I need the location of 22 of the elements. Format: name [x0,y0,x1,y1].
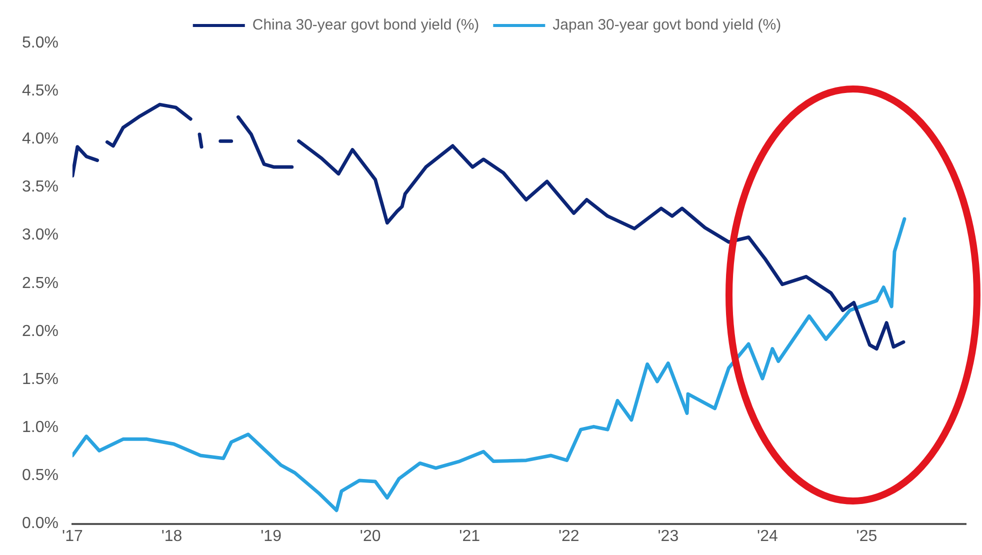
x-tick-label: '24 [757,528,778,545]
x-tick-label: '21 [459,528,480,545]
y-tick-label: 0.5% [22,467,58,484]
x-tick-label: '22 [558,528,580,545]
x-tick-label: '17 [62,528,83,545]
legend-label: China 30-year govt bond yield (%) [252,16,480,34]
legend-label: Japan 30-year govt bond yield (%) [552,16,782,34]
x-tick-label: '23 [658,528,679,545]
y-tick-label: 2.0% [22,322,58,340]
y-tick-label: 1.5% [22,370,58,388]
y-tick-label: 5.0% [22,34,58,52]
y-tick-label: 1.0% [22,419,58,436]
y-tick-label: 0.0% [22,515,58,532]
y-tick-label: 3.0% [22,226,58,244]
y-tick-label: 4.0% [22,130,58,148]
y-tick-label: 3.5% [22,178,58,196]
y-tick-label: 2.5% [22,274,58,292]
x-tick-label: '18 [161,528,182,545]
x-tick-label: '19 [260,528,282,545]
y-tick-label: 4.5% [22,82,58,100]
x-tick-label: '20 [360,528,381,545]
x-tick-label: '25 [856,528,878,545]
